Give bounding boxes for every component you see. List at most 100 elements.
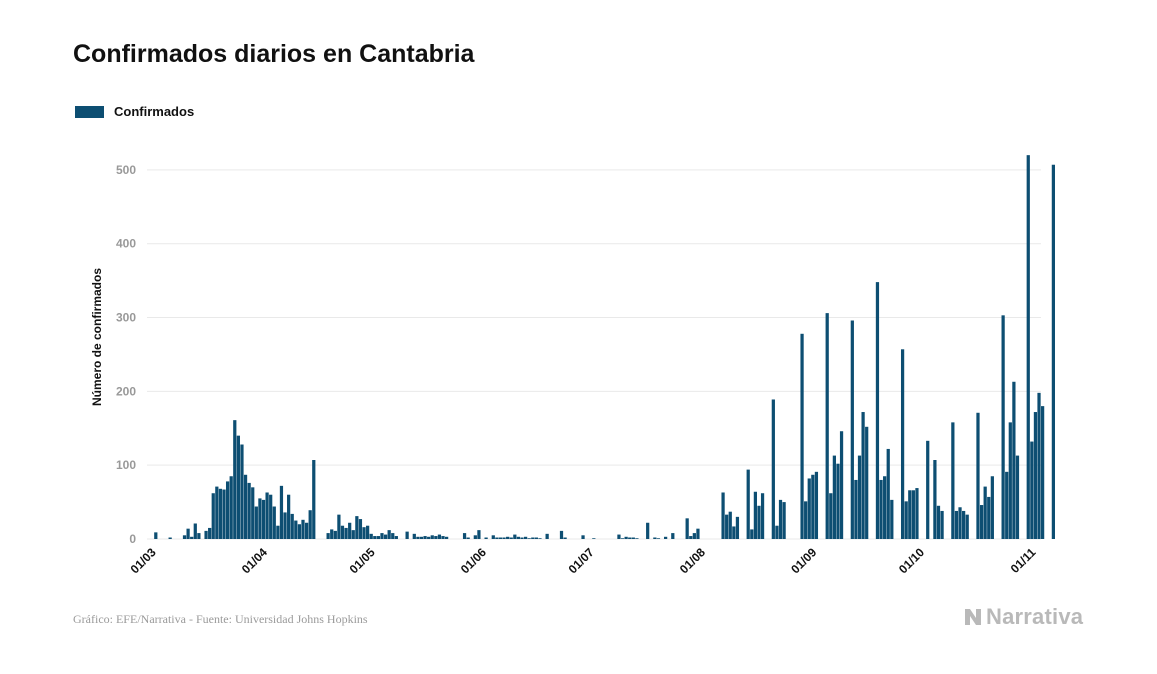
bar	[951, 422, 955, 539]
bar	[387, 530, 391, 539]
bar	[394, 536, 398, 539]
bar	[527, 538, 531, 539]
bar	[233, 420, 237, 539]
page-title: Confirmados diarios en Cantabria	[73, 40, 475, 68]
bar	[269, 494, 273, 539]
bar	[391, 533, 395, 539]
bar	[276, 525, 280, 539]
bar	[958, 507, 962, 539]
bar	[265, 492, 269, 539]
bar	[168, 537, 172, 539]
y-tick-label: 100	[116, 458, 136, 472]
bar	[247, 482, 251, 539]
bar	[466, 537, 470, 539]
bar	[326, 533, 330, 539]
bar	[437, 534, 442, 539]
bar	[875, 282, 880, 539]
bar	[491, 535, 495, 539]
bar	[287, 494, 291, 539]
bar	[484, 537, 488, 539]
bar	[635, 538, 639, 539]
bar	[646, 522, 650, 539]
bar	[735, 516, 740, 539]
x-tick-label: 01/06	[458, 545, 489, 576]
bar	[915, 488, 919, 539]
bar	[750, 529, 754, 539]
bar	[664, 536, 668, 539]
bar	[911, 490, 915, 539]
y-tick-labels: 0 100 200 300 400 500	[116, 163, 136, 546]
bar	[330, 529, 334, 539]
bar	[836, 463, 840, 539]
bar	[190, 536, 194, 539]
bar	[373, 536, 377, 539]
bar	[294, 520, 298, 539]
y-tick-label: 0	[129, 532, 136, 546]
legend-label: Confirmados	[114, 104, 195, 119]
bar	[685, 518, 689, 539]
bar	[671, 533, 675, 539]
narrativa-logo: Narrativa	[963, 604, 1083, 630]
bar	[218, 488, 223, 539]
bar	[775, 525, 779, 539]
bar	[760, 493, 765, 539]
bar	[229, 476, 233, 539]
bar	[225, 481, 230, 539]
bar	[689, 536, 693, 539]
bar	[976, 412, 980, 539]
chart-gridlines	[147, 169, 1041, 540]
bar	[211, 493, 215, 539]
bar	[990, 476, 994, 539]
bar	[208, 527, 212, 539]
bar	[814, 471, 819, 539]
y-tick-label: 300	[116, 311, 136, 325]
bar	[696, 528, 700, 539]
x-tick-label: 01/09	[788, 545, 819, 576]
chart-bars	[154, 155, 1055, 540]
bar	[545, 533, 549, 539]
bar	[746, 469, 750, 539]
bar	[358, 519, 363, 539]
bar	[340, 525, 345, 539]
bar	[383, 534, 388, 539]
bar	[965, 514, 969, 539]
bar	[559, 530, 564, 539]
bar	[193, 523, 197, 539]
bar	[516, 536, 521, 539]
bar	[983, 486, 987, 539]
bar	[197, 533, 201, 539]
bar	[883, 476, 887, 539]
bar	[243, 474, 248, 539]
bar	[886, 448, 890, 539]
bar	[254, 506, 258, 539]
bar	[301, 519, 305, 539]
bar	[804, 501, 808, 539]
bar	[1033, 412, 1038, 539]
bar	[258, 498, 262, 539]
bar	[908, 490, 912, 539]
bar	[186, 528, 190, 539]
bar	[427, 536, 431, 539]
bar	[1026, 155, 1030, 539]
x-tick-label: 01/07	[566, 545, 597, 576]
bar	[631, 537, 635, 539]
bar	[1030, 441, 1034, 539]
bar	[308, 510, 312, 539]
bar	[312, 460, 316, 539]
x-tick-label: 01/08	[677, 545, 708, 576]
bar	[297, 524, 302, 539]
bar	[369, 533, 373, 539]
bar	[1041, 406, 1045, 539]
bar	[811, 474, 815, 539]
bar	[782, 502, 786, 539]
bar	[954, 510, 959, 539]
bar	[728, 511, 732, 539]
bar	[506, 536, 510, 539]
y-tick-label: 500	[116, 163, 136, 177]
bar	[1005, 471, 1009, 539]
bar	[261, 499, 266, 539]
bar	[800, 333, 804, 539]
bar	[445, 536, 449, 539]
bar	[778, 499, 783, 539]
